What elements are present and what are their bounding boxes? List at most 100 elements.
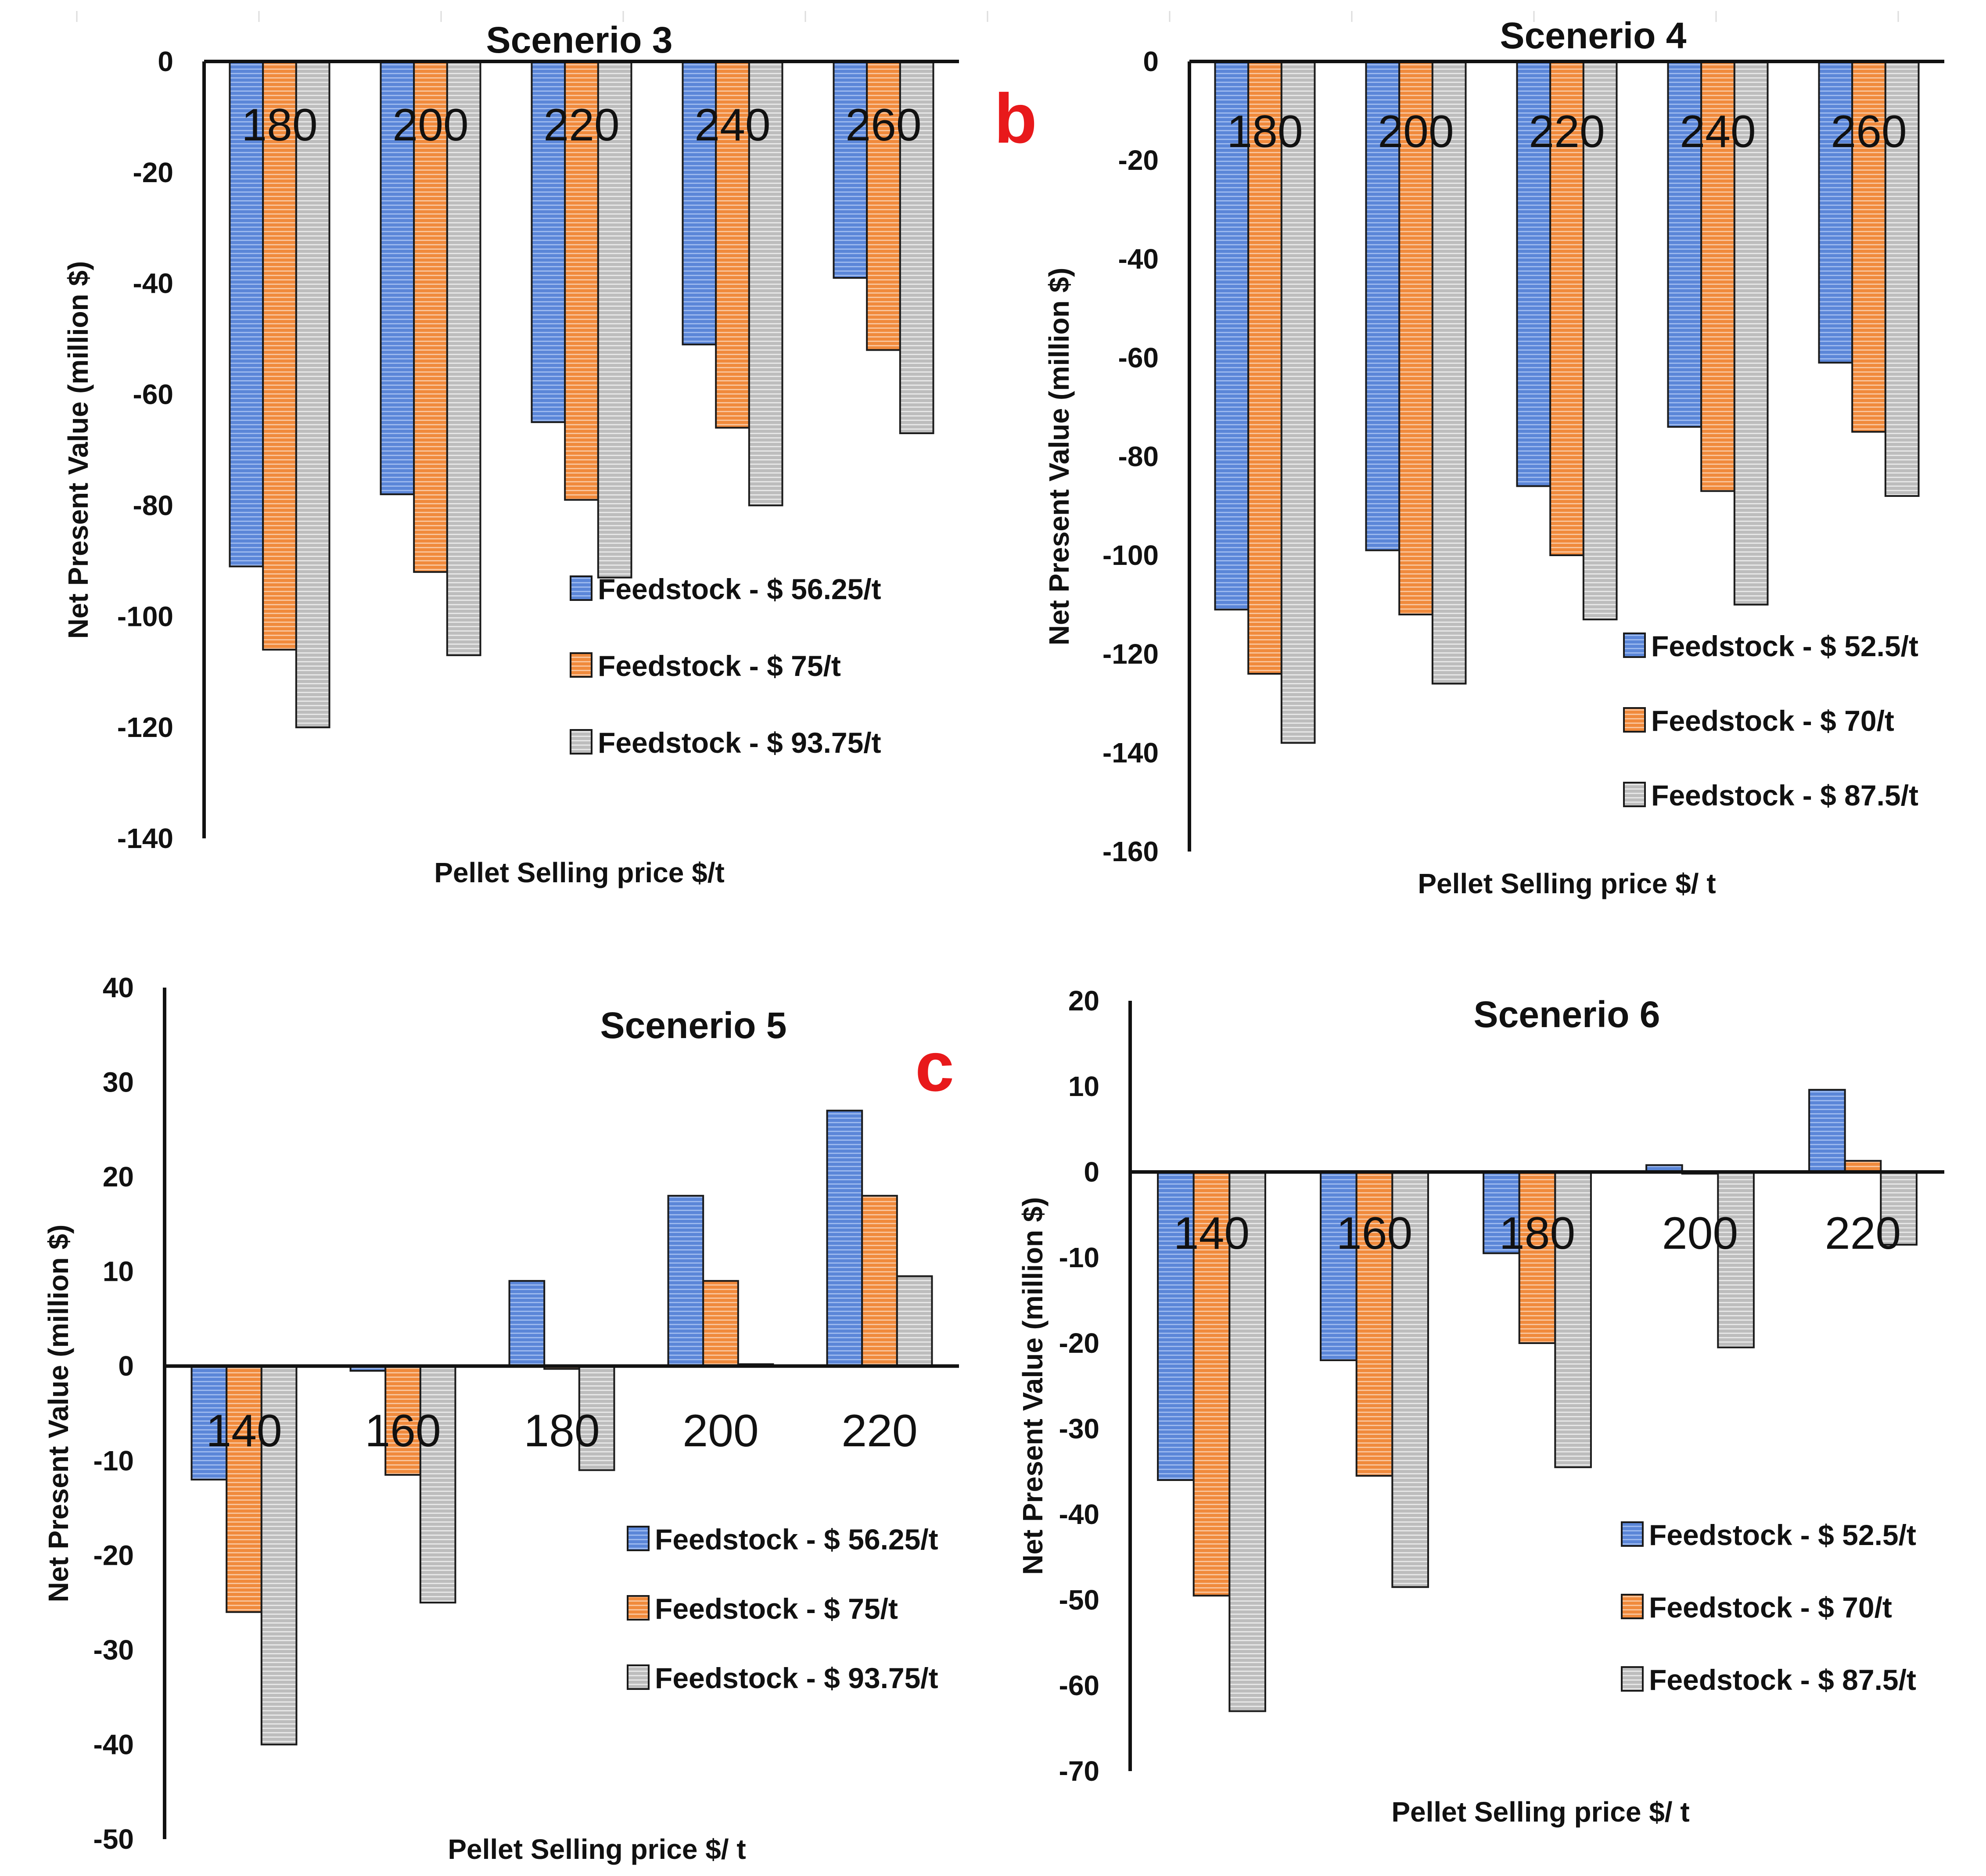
y-tick-label: 40 bbox=[103, 972, 134, 1003]
bar-240-series-3 bbox=[748, 61, 783, 507]
y-tick-label: 0 bbox=[118, 1350, 134, 1382]
y-tick-label: 10 bbox=[1068, 1071, 1099, 1102]
y-tick-label: -100 bbox=[1103, 539, 1159, 571]
legend-label-3: Feedstock - $ 93.75/t bbox=[598, 726, 881, 759]
category-label-220: 220 bbox=[1825, 1208, 1901, 1259]
scenario-4-chart: 0 -20 -40 -60 -80 -100 -120 -140 -160 180 200 220 24… bbox=[1043, 15, 1944, 899]
legend-swatch-1 bbox=[570, 575, 593, 601]
bar-240-series-1 bbox=[682, 61, 717, 345]
bar-220-series-3 bbox=[597, 61, 632, 579]
y-tick-label: -20 bbox=[133, 157, 174, 188]
y-tick-label: -20 bbox=[1059, 1327, 1100, 1359]
bar-200-series-3 bbox=[1431, 61, 1467, 685]
bar-180-series-2 bbox=[262, 61, 297, 651]
legend-label-1: Feedstock - $ 52.5/t bbox=[1649, 1519, 1916, 1551]
bar-180-series-1 bbox=[1214, 61, 1250, 611]
bar-220-series-3 bbox=[1582, 61, 1618, 621]
chart-title: Scenerio 3 bbox=[486, 19, 673, 61]
x-axis-title: Pellet Selling price $/ t bbox=[448, 1833, 746, 1865]
y-tick-label: -80 bbox=[133, 489, 174, 521]
y-tick-label: -160 bbox=[1103, 836, 1159, 867]
x-axis-title: Pellet Selling price $/ t bbox=[1391, 1796, 1689, 1828]
bar-200-series-1 bbox=[380, 61, 415, 496]
category-label-260: 260 bbox=[845, 100, 922, 151]
scenario-3-chart: 0 -20 -40 -60 -80 -100 -120 -140 180 200 220 240 260… bbox=[62, 19, 959, 888]
bar-220-series-3 bbox=[1880, 1171, 1918, 1246]
bar-180-series-3 bbox=[295, 61, 330, 729]
bar-220-series-2 bbox=[861, 1195, 898, 1367]
category-label-160: 160 bbox=[365, 1405, 441, 1456]
category-label-260: 260 bbox=[1831, 106, 1907, 157]
x-axis-title: Pellet Selling price $/t bbox=[434, 857, 725, 888]
bar-180-series-3 bbox=[578, 1365, 615, 1471]
bar-160-series-3 bbox=[419, 1365, 456, 1604]
category-label-180: 180 bbox=[1227, 106, 1303, 157]
legend-label-1: Feedstock - $ 52.5/t bbox=[1651, 630, 1918, 662]
category-label-200: 200 bbox=[1662, 1208, 1738, 1259]
y-axis-title: Net Present Value (million $) bbox=[43, 1225, 74, 1603]
chart-title: Scenerio 6 bbox=[1474, 994, 1660, 1035]
bar-220-series-3 bbox=[896, 1275, 933, 1367]
y-tick-label: -10 bbox=[1059, 1242, 1100, 1273]
category-label-140: 140 bbox=[1174, 1208, 1250, 1259]
y-tick-label: -70 bbox=[1059, 1755, 1100, 1787]
category-label-240: 240 bbox=[1680, 106, 1756, 157]
legend-swatch-2 bbox=[627, 1595, 650, 1621]
legend-swatch-2 bbox=[1623, 707, 1646, 733]
legend-swatch-2 bbox=[1621, 1594, 1644, 1619]
category-label-220: 220 bbox=[841, 1405, 918, 1456]
bar-220-series-1 bbox=[1808, 1089, 1846, 1173]
bar-260-series-1 bbox=[833, 61, 868, 279]
legend-label-2: Feedstock - $ 70/t bbox=[1649, 1591, 1892, 1624]
panel-letter-c: c bbox=[915, 1027, 954, 1106]
bar-140-series-2 bbox=[226, 1365, 262, 1613]
category-label-180: 180 bbox=[241, 100, 318, 151]
bar-180-series-1 bbox=[229, 61, 264, 568]
legend-label-3: Feedstock - $ 87.5/t bbox=[1649, 1664, 1916, 1696]
chart-title: Scenerio 5 bbox=[600, 1005, 787, 1046]
top-grid-ticks bbox=[76, 11, 1899, 22]
y-tick-label: 0 bbox=[1084, 1156, 1099, 1188]
legend-swatch-3 bbox=[627, 1664, 650, 1690]
category-label-180: 180 bbox=[1499, 1208, 1576, 1259]
legend-label-3: Feedstock - $ 93.75/t bbox=[655, 1662, 938, 1694]
bar-160-series-1 bbox=[1320, 1171, 1358, 1361]
y-tick-label: -140 bbox=[1103, 737, 1159, 769]
bar-180-series-1 bbox=[508, 1280, 546, 1367]
y-tick-label: -30 bbox=[93, 1634, 134, 1666]
y-tick-label: 0 bbox=[1143, 46, 1159, 77]
bar-200-series-3 bbox=[446, 61, 481, 656]
legend-swatch-3 bbox=[1623, 782, 1646, 807]
y-tick-label: -40 bbox=[133, 268, 174, 299]
category-label-160: 160 bbox=[1336, 1208, 1413, 1259]
scenario-5-chart: 40 30 20 10 0 -10 -20 -30 -40 -50 140 160 180 200 220 S… bbox=[43, 972, 959, 1865]
bar-240-series-3 bbox=[1733, 61, 1769, 606]
y-axis-title: Net Present Value (million $) bbox=[1017, 1197, 1049, 1575]
legend-label-3: Feedstock - $ 87.5/t bbox=[1651, 779, 1918, 812]
category-label-220: 220 bbox=[543, 100, 620, 151]
legend-label-2: Feedstock - $ 75/t bbox=[655, 1592, 898, 1625]
y-tick-label: -120 bbox=[117, 712, 173, 743]
y-tick-label: -40 bbox=[1059, 1499, 1100, 1530]
y-tick-label: 20 bbox=[1068, 985, 1099, 1017]
legend-swatch-3 bbox=[570, 729, 593, 755]
y-axis-title: Net Present Value (million $) bbox=[1043, 268, 1075, 646]
bar-220-series-1 bbox=[826, 1110, 863, 1367]
y-tick-label: -30 bbox=[1059, 1413, 1100, 1445]
panel-letter-b: b bbox=[994, 79, 1037, 158]
bar-220-series-2 bbox=[1844, 1160, 1882, 1173]
category-label-180: 180 bbox=[524, 1405, 600, 1456]
category-label-240: 240 bbox=[694, 100, 771, 151]
chart-title: Scenerio 4 bbox=[1500, 15, 1687, 56]
legend-swatch-2 bbox=[570, 652, 593, 678]
y-tick-label: -10 bbox=[93, 1445, 134, 1477]
y-tick-label: -80 bbox=[1118, 441, 1159, 472]
legend-swatch-1 bbox=[1623, 633, 1646, 658]
bar-200-series-3 bbox=[1717, 1171, 1755, 1348]
legend-swatch-1 bbox=[1621, 1521, 1644, 1547]
category-label-220: 220 bbox=[1529, 106, 1605, 157]
legend-swatch-1 bbox=[627, 1526, 650, 1551]
category-label-200: 200 bbox=[392, 100, 469, 151]
y-tick-label: -60 bbox=[1059, 1670, 1100, 1701]
